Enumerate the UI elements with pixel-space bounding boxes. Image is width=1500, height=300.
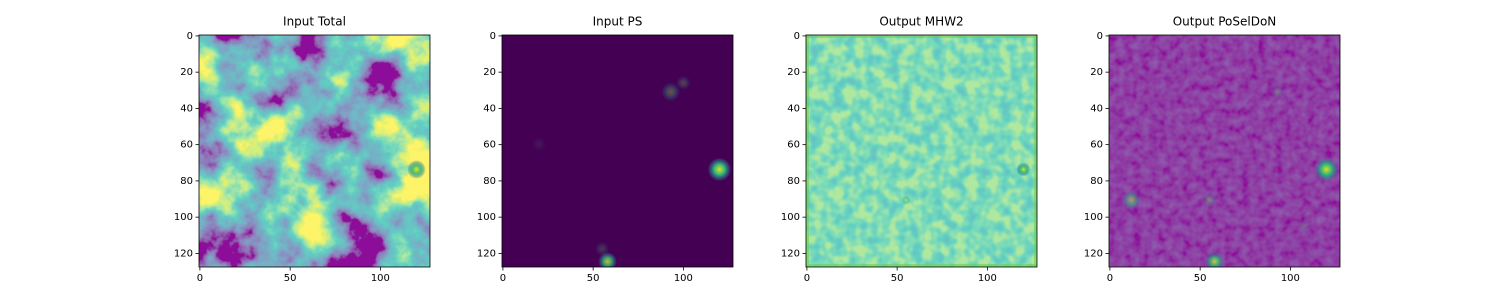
y-tick-label: 80	[1090, 176, 1103, 187]
image-background	[502, 35, 733, 267]
point-source	[1016, 162, 1031, 177]
x-tick-label: 100	[978, 273, 997, 284]
point-source	[1205, 252, 1224, 267]
y-tick-label: 0	[187, 31, 193, 42]
y-tick-label: 100	[1084, 212, 1103, 223]
y-tick-label: 0	[794, 31, 800, 42]
y-tick-label: 80	[180, 176, 193, 187]
x-tick-label: 100	[1281, 273, 1300, 284]
y-tick-label: 40	[483, 103, 496, 114]
heatmap-image	[502, 35, 733, 267]
y-tick-label: 100	[477, 212, 496, 223]
y-tick-label: 60	[1090, 140, 1103, 151]
point-source	[1202, 193, 1217, 208]
y-tick-label: 100	[174, 212, 193, 223]
point-source	[1298, 219, 1311, 232]
axes-frame	[198, 34, 431, 268]
y-tick-label: 60	[180, 140, 193, 151]
x-tick-label: 0	[804, 273, 810, 284]
x-tick-label: 50	[587, 273, 600, 284]
x-tick-label: 0	[500, 273, 506, 284]
y-tick-label: 80	[787, 176, 800, 187]
point-source	[901, 195, 911, 205]
heatmap-image	[1109, 35, 1340, 267]
point-source	[1271, 85, 1284, 98]
y-tick-label: 120	[1084, 248, 1103, 259]
point-source	[661, 82, 681, 102]
x-tick-label: 50	[891, 273, 904, 284]
y-tick-label: 80	[483, 176, 496, 187]
y-tick-label: 120	[477, 248, 496, 259]
edge-artifact	[806, 264, 1037, 267]
y-tick-label: 120	[781, 248, 800, 259]
panel: Input PS 0 50 100 0 20 40 60 80 100 120	[477, 15, 734, 284]
y-tick-label: 60	[787, 140, 800, 151]
x-tick-label: 50	[284, 273, 297, 284]
y-tick-label: 40	[1090, 103, 1103, 114]
point-source	[407, 160, 426, 179]
panel: Input Total 0 50 100 0 20 40 60 80 100 120	[174, 15, 431, 284]
point-source	[1314, 157, 1339, 182]
y-tick-label: 40	[180, 103, 193, 114]
image-texture	[806, 35, 1037, 267]
panel-title: Input Total	[283, 15, 346, 29]
heatmap-image	[199, 35, 430, 267]
y-tick-label: 0	[1097, 31, 1103, 42]
y-tick-label: 20	[1090, 67, 1103, 78]
panel-title: Input PS	[593, 15, 643, 29]
edge-artifact	[1034, 35, 1037, 267]
y-tick-label: 20	[180, 67, 193, 78]
axes-frame	[805, 34, 1038, 268]
panel: Output MHW2 0 50 100 0 20 40 60 80 100 120	[781, 15, 1038, 284]
panel: Output PoSelDoN 0 50 100 0 20 40 60 80 100 120	[1084, 15, 1341, 284]
point-source	[531, 137, 547, 152]
y-tick-label: 0	[490, 31, 496, 42]
y-tick-label: 100	[781, 212, 800, 223]
image-texture	[1109, 35, 1340, 267]
x-tick-label: 0	[1107, 273, 1113, 284]
panel-title: Output PoSelDoN	[1173, 15, 1277, 29]
point-source	[676, 75, 691, 90]
point-source	[707, 157, 732, 182]
y-tick-label: 20	[787, 67, 800, 78]
panel-title: Output MHW2	[879, 15, 963, 29]
x-tick-label: 100	[371, 273, 390, 284]
image-texture	[199, 35, 430, 267]
point-source	[1122, 190, 1141, 210]
y-tick-label: 40	[787, 103, 800, 114]
y-tick-label: 60	[483, 140, 496, 151]
edge-artifact	[806, 35, 1037, 38]
y-tick-label: 120	[174, 248, 193, 259]
y-tick-label: 20	[483, 67, 496, 78]
x-tick-label: 50	[1194, 273, 1207, 284]
edge-artifact	[806, 35, 809, 267]
point-source	[595, 241, 610, 256]
x-tick-label: 100	[674, 273, 693, 284]
x-tick-label: 0	[197, 273, 203, 284]
axes-frame	[501, 34, 734, 268]
axes-frame	[1108, 34, 1341, 268]
heatmap-image	[806, 35, 1037, 267]
